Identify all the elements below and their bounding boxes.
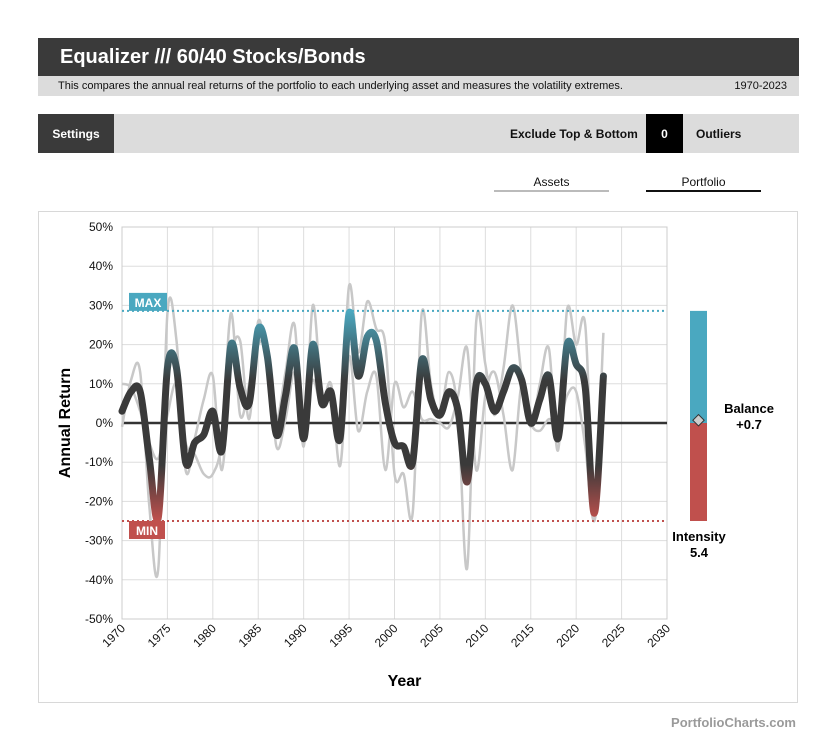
x-tick-label: 1990 <box>281 621 310 650</box>
y-tick-label: 40% <box>89 259 113 273</box>
x-tick-label: 1995 <box>326 621 355 650</box>
y-tick-label: -30% <box>85 534 113 548</box>
intensity-label: Intensity <box>672 529 726 544</box>
x-tick-label: 2020 <box>554 621 583 650</box>
balance-label: Balance <box>724 401 774 416</box>
x-tick-label: 1985 <box>236 621 265 650</box>
max-label: MAX <box>135 296 162 310</box>
exclude-label: Exclude Top & Bottom <box>510 127 638 141</box>
page-title: Equalizer /// 60/40 Stocks/Bonds <box>60 46 366 68</box>
settings-button[interactable]: Settings <box>38 114 114 153</box>
max-label-box <box>129 292 167 311</box>
settings-bar: Settings Exclude Top & Bottom 0 Outliers <box>38 114 799 153</box>
y-tick-label: -20% <box>85 494 113 508</box>
tab-assets[interactable]: Assets <box>494 175 609 192</box>
x-tick-label: 1975 <box>145 621 174 650</box>
y-axis-title: Annual Return <box>57 368 74 478</box>
series-line-portfolio <box>118 308 607 524</box>
intensity-value: 5.4 <box>690 545 709 560</box>
balance-value: +0.7 <box>736 417 762 432</box>
x-tick-label: 2015 <box>508 621 537 650</box>
y-tick-label: -40% <box>85 573 113 587</box>
subtitle-bar: This compares the annual real returns of… <box>38 76 799 96</box>
outliers-input[interactable]: 0 <box>646 114 683 153</box>
min-label-box <box>129 521 165 539</box>
title-bar: Equalizer /// 60/40 Stocks/Bonds <box>38 38 799 76</box>
date-range: 1970-2023 <box>734 80 787 92</box>
x-tick-label: 2005 <box>417 621 446 650</box>
y-tick-label: 0% <box>96 416 114 430</box>
x-tick-label: 2000 <box>372 621 401 650</box>
x-tick-label: 1980 <box>190 621 219 650</box>
x-tick-label: 2010 <box>463 621 492 650</box>
y-tick-label: -50% <box>85 612 113 626</box>
tab-portfolio[interactable]: Portfolio <box>646 175 761 192</box>
min-label: MIN <box>136 524 158 538</box>
y-tick-label: 50% <box>89 220 113 234</box>
intensity-bar-negative <box>690 423 707 521</box>
x-tick-label: 2030 <box>644 621 673 650</box>
y-tick-label: 10% <box>89 377 113 391</box>
outliers-label: Outliers <box>696 127 742 141</box>
x-tick-label: 2025 <box>599 621 628 650</box>
y-tick-label: 30% <box>89 298 113 312</box>
y-tick-label: 20% <box>89 338 113 352</box>
x-axis-title: Year <box>388 673 422 690</box>
equalizer-chart: 50% 40% 30% 20% 10% 0% -10% -20% -30% -40% -50% 197… <box>57 220 774 690</box>
y-tick-label: -10% <box>85 455 113 469</box>
chart-description: This compares the annual real returns of… <box>58 80 623 92</box>
site-credit[interactable]: PortfolioCharts.com <box>671 715 796 730</box>
chart-frame: 50% 40% 30% 20% 10% 0% -10% -20% -30% -40% -50% 197… <box>38 211 798 703</box>
balance-marker <box>692 413 705 427</box>
intensity-bar-positive <box>690 310 707 423</box>
